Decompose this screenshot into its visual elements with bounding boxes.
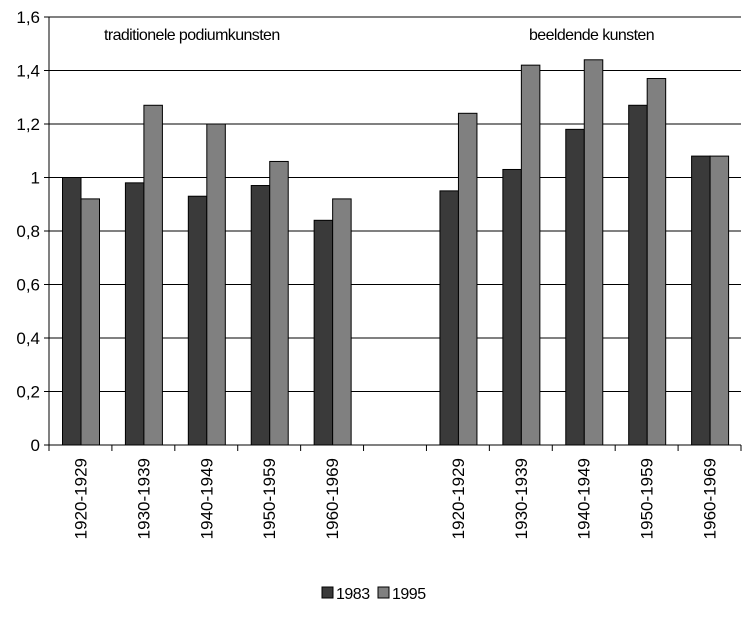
bar-1983-1960-1969 (691, 155, 711, 446)
legend-label-1983: 1983 (336, 586, 370, 603)
legend: 1983 1995 (321, 586, 427, 603)
bar-1995-1920-1929 (457, 112, 478, 446)
axes (44, 16, 742, 451)
bar-1983-1950-1959 (628, 104, 648, 446)
y-tick-label: 0,2 (16, 383, 40, 402)
legend-swatch-1995 (377, 586, 390, 599)
bar-1995-1940-1949 (206, 123, 226, 446)
bar-1995-1950-1959 (269, 160, 289, 446)
y-tick-label: 1 (31, 169, 40, 188)
y-tick-label: 0,6 (16, 276, 40, 295)
bar-1983-1950-1959 (250, 185, 271, 446)
x-tick-label: 1940-1949 (197, 458, 216, 539)
bar-1995-1960-1969 (332, 198, 352, 446)
y-tick-label: 0,8 (16, 222, 40, 241)
y-tick-label: 1,6 (16, 8, 40, 27)
bar-1983-1940-1949 (187, 195, 208, 446)
y-tick-label: 0,4 (16, 329, 40, 348)
x-tick-label: 1960-1969 (701, 458, 720, 539)
x-tick-label: 1930-1939 (134, 458, 153, 539)
bar-1983-1920-1929 (439, 190, 459, 446)
x-tick-label: 1950-1959 (638, 458, 657, 539)
bar-1995-1930-1939 (143, 104, 163, 446)
y-tick-label: 1,2 (16, 115, 40, 134)
legend-swatch-1983 (321, 586, 334, 599)
x-tick-label: 1960-1969 (323, 458, 342, 539)
bar-1995-1930-1939 (520, 64, 541, 446)
gridlines (49, 16, 741, 392)
bar-1995-1920-1929 (80, 198, 100, 446)
bar-1983-1940-1949 (565, 128, 585, 446)
bar-1983-1920-1929 (62, 177, 82, 446)
x-tick-label: 1930-1939 (512, 458, 531, 539)
annotation-beeldende-kunsten: beeldende kunsten (529, 27, 654, 44)
bar-1995-1950-1959 (646, 78, 667, 446)
x-tick-label: 1920-1929 (449, 458, 468, 539)
bar-1983-1930-1939 (502, 168, 522, 446)
y-tick-label: 1,4 (16, 62, 40, 81)
bar-1995-1940-1949 (583, 59, 604, 446)
x-tick-labels: 1920-1929 1930-1939 1940-1949 1950-1959 1960… (71, 458, 719, 539)
bars (62, 59, 730, 446)
legend-label-1995: 1995 (392, 586, 426, 603)
y-tick-labels: 0 0,2 0,4 0,6 0,8 1 1,2 1,4 1,6 (16, 8, 40, 455)
y-tick-label: 0 (31, 436, 40, 455)
bar-1983-1930-1939 (124, 182, 145, 446)
x-tick-label: 1940-1949 (575, 458, 594, 539)
annotation-traditionele-podiumkunsten: traditionele podiumkunsten (104, 27, 280, 44)
bar-1983-1960-1969 (313, 219, 334, 446)
x-tick-label: 1950-1959 (260, 458, 279, 539)
x-tick-label: 1920-1929 (71, 458, 90, 539)
bar-1995-1960-1969 (709, 155, 730, 446)
